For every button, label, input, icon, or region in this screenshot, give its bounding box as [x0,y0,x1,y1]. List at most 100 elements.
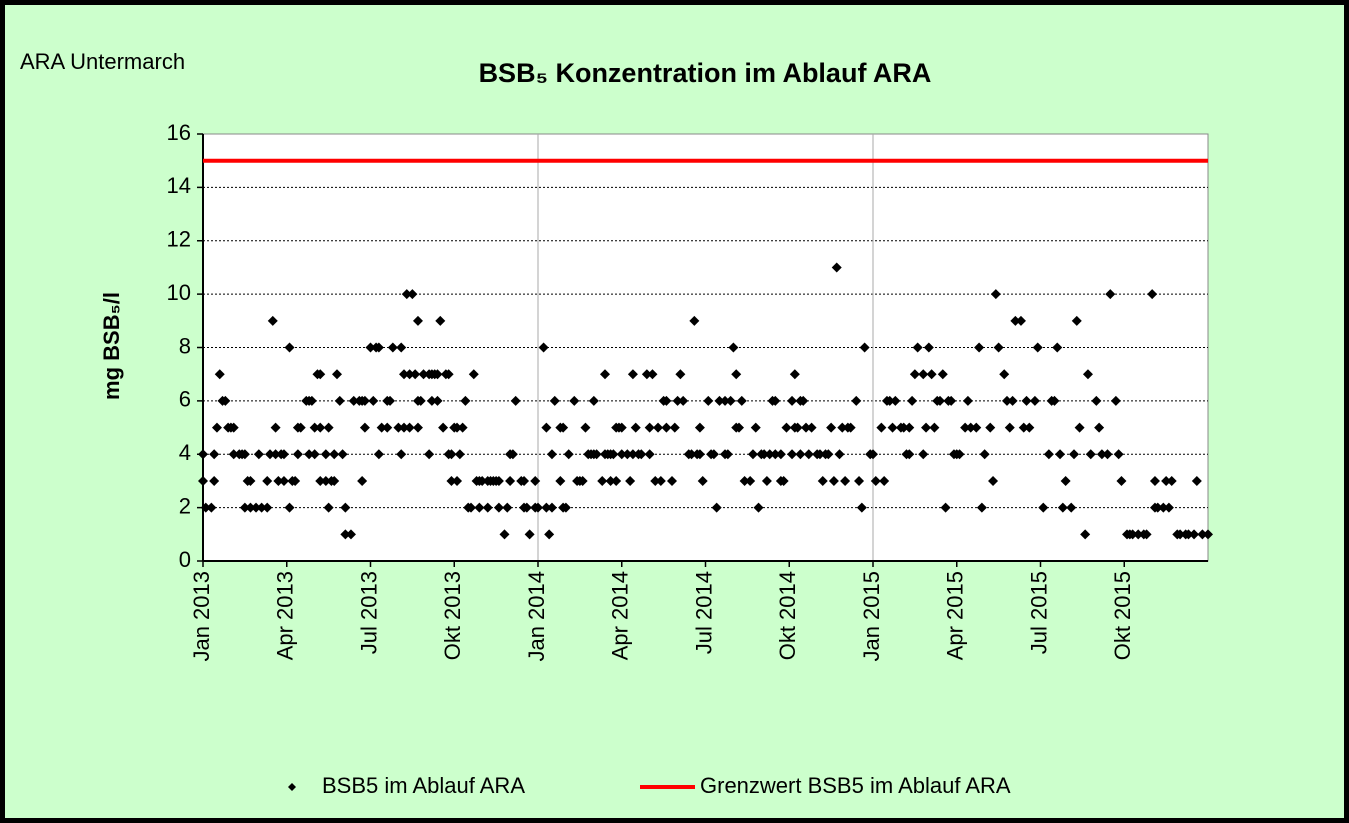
data-point [770,395,781,406]
data-point [482,502,493,513]
data-point [1018,422,1029,433]
y-tick-label: 16 [167,120,191,145]
data-point [569,395,580,406]
data-point [697,475,708,486]
data-point [988,475,999,486]
data-point [879,475,890,486]
data-point [209,475,220,486]
data-point [686,449,697,460]
legend-marker [288,783,296,791]
data-point [521,502,532,513]
data-point [284,342,295,353]
x-tick-label: Okt 2015 [1110,571,1135,660]
data-point [357,475,368,486]
data-point [1085,449,1096,460]
data-point [625,475,636,486]
data-point [214,369,225,380]
chart-title: BSB₅ Konzentration im Ablauf ARA [479,58,932,88]
data-point [348,395,359,406]
data-point [940,502,951,513]
data-point [460,395,471,406]
data-point [396,449,407,460]
data-point [359,395,370,406]
data-point [546,449,557,460]
data-point [452,422,463,433]
data-point [750,422,761,433]
data-point [329,449,340,460]
data-point [446,449,457,460]
data-point [198,449,208,460]
data-point [747,449,758,460]
data-point [937,369,948,380]
data-point [764,449,775,460]
chart: ARA Untermarch BSB₅ Konzentration im Abl… [20,49,1213,798]
data-point [1091,395,1102,406]
data-point [253,449,264,460]
data-point [474,502,485,513]
data-point [541,422,552,433]
data-point [616,422,627,433]
data-point [432,395,443,406]
data-point [1197,529,1208,540]
data-point [399,369,409,380]
data-point [918,449,929,460]
data-point [340,502,351,513]
data-point [549,395,560,406]
data-point [898,422,909,433]
data-point [904,449,915,460]
data-point [385,395,396,406]
data-point [477,475,488,486]
data-point [519,475,530,486]
data-point [200,502,211,513]
chart-note: ARA Untermarch [20,49,185,74]
x-tick-label: Jan 2014 [524,571,549,662]
data-point [803,449,814,460]
data-point [725,395,736,406]
data-point [1015,315,1026,326]
data-point [340,529,351,540]
data-point [209,449,220,460]
data-point [1161,475,1172,486]
y-tick-label: 12 [167,227,191,252]
data-point [823,449,834,460]
data-point [1074,422,1085,433]
data-point [708,449,719,460]
legend-label: Grenzwert BSB5 im Ablauf ARA [700,773,1011,798]
data-point [918,369,929,380]
data-point [493,475,504,486]
y-tick-label: 10 [167,280,191,305]
data-point [373,342,384,353]
data-point [876,422,887,433]
data-point [884,395,895,406]
data-point [278,475,289,486]
data-point [265,449,275,460]
data-point [775,449,786,460]
data-point [661,422,672,433]
data-point [382,422,393,433]
data-point [309,449,320,460]
data-point [787,449,798,460]
data-point [432,369,443,380]
data-point [412,315,423,326]
data-point [1141,529,1152,540]
data-point [745,475,756,486]
data-point [399,422,409,433]
data-point [1060,475,1071,486]
data-point [907,395,918,406]
data-point [292,449,303,460]
data-point [546,502,557,513]
data-point [1032,342,1043,353]
data-point [694,422,705,433]
data-point [443,369,454,380]
x-tick-label: Apr 2014 [608,571,633,660]
data-point [273,475,284,486]
data-point [505,475,516,486]
data-point [792,422,803,433]
data-point [332,369,342,380]
data-point [923,342,934,353]
data-point [1110,395,1121,406]
data-point [960,422,971,433]
data-point [524,529,535,540]
data-point [558,422,569,433]
data-point [661,395,672,406]
